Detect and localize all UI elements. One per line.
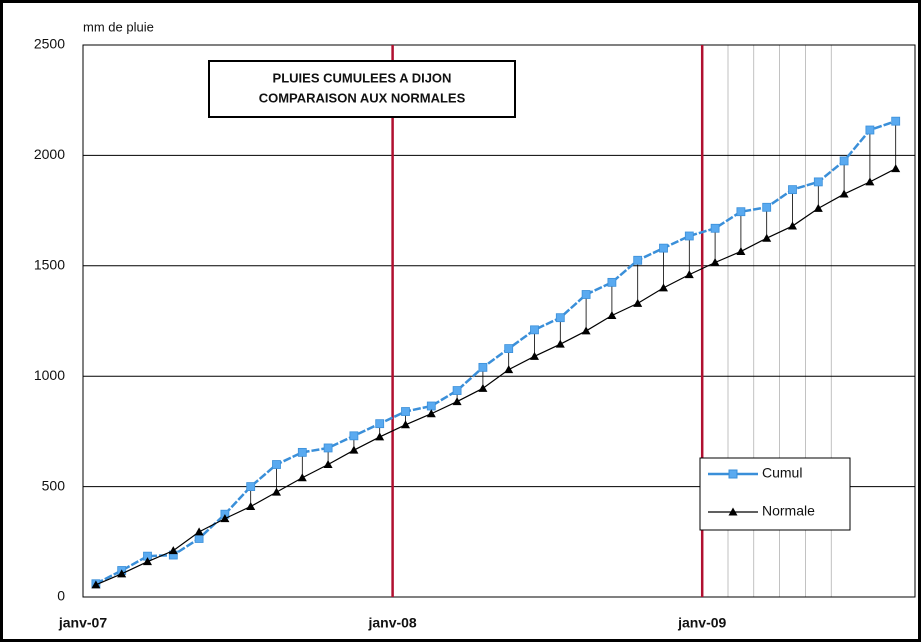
y-tick-label: 2000 (34, 146, 65, 162)
y-tick-label: 1500 (34, 257, 65, 273)
marker (813, 177, 823, 187)
marker (684, 231, 694, 241)
marker (349, 445, 359, 454)
marker (633, 298, 643, 307)
marker (736, 246, 746, 255)
marker (375, 432, 385, 441)
marker (143, 557, 152, 566)
legend-label: Normale (762, 503, 815, 519)
marker (426, 409, 436, 418)
marker (530, 325, 539, 335)
legend-marker (728, 469, 738, 479)
marker (452, 397, 462, 406)
marker (659, 283, 668, 292)
x-tick-label: janv-07 (58, 615, 107, 631)
marker (736, 207, 746, 217)
chart-subtitle: COMPARAISON AUX NORMALES (259, 90, 466, 105)
marker (91, 580, 101, 589)
marker (401, 420, 410, 429)
marker (555, 313, 565, 323)
y-tick-label: 500 (42, 477, 66, 493)
marker (504, 344, 514, 354)
marker (581, 326, 591, 335)
title-box (208, 60, 516, 118)
y-tick-label: 2500 (34, 36, 65, 52)
marker (297, 473, 307, 482)
marker (194, 527, 204, 536)
marker (246, 482, 256, 492)
marker (865, 177, 875, 186)
marker (659, 243, 668, 253)
marker (839, 189, 849, 198)
y-tick-label: 1000 (34, 367, 65, 383)
marker (684, 270, 694, 279)
marker (323, 443, 333, 453)
marker (117, 569, 127, 578)
marker (323, 460, 333, 469)
marker (710, 257, 720, 266)
marker (401, 407, 410, 416)
marker (762, 233, 772, 242)
marker (349, 431, 359, 441)
marker (478, 362, 488, 372)
marker (478, 383, 488, 392)
x-tick-label: janv-09 (677, 615, 726, 631)
marker (788, 185, 797, 195)
marker (839, 156, 849, 166)
marker (891, 164, 901, 173)
marker (220, 514, 230, 523)
marker (581, 290, 591, 299)
marker (633, 255, 643, 265)
legend-box (699, 457, 851, 531)
marker (272, 487, 281, 496)
marker (194, 534, 204, 543)
series-line (95, 168, 896, 586)
marker (530, 351, 539, 360)
marker (297, 447, 307, 457)
marker (272, 460, 281, 469)
marker (710, 223, 720, 233)
series-line (95, 119, 897, 585)
marker (246, 501, 256, 510)
chart-title: PLUIES CUMULEES A DIJON (273, 70, 452, 85)
marker (555, 339, 565, 348)
marker (375, 419, 385, 429)
x-tick-label: janv-08 (367, 615, 416, 631)
marker (426, 401, 436, 411)
y-tick-label: 0 (57, 588, 65, 604)
marker (813, 203, 823, 212)
legend-marker (728, 507, 738, 516)
marker (607, 310, 617, 319)
marker (168, 546, 178, 555)
marker (607, 277, 617, 287)
y-axis-label: mm de pluie (83, 19, 154, 34)
marker (504, 365, 514, 374)
marker (788, 221, 797, 230)
marker (452, 386, 462, 395)
marker (762, 202, 772, 212)
legend-label: Cumul (762, 465, 802, 481)
marker (891, 116, 901, 126)
marker (865, 125, 875, 135)
